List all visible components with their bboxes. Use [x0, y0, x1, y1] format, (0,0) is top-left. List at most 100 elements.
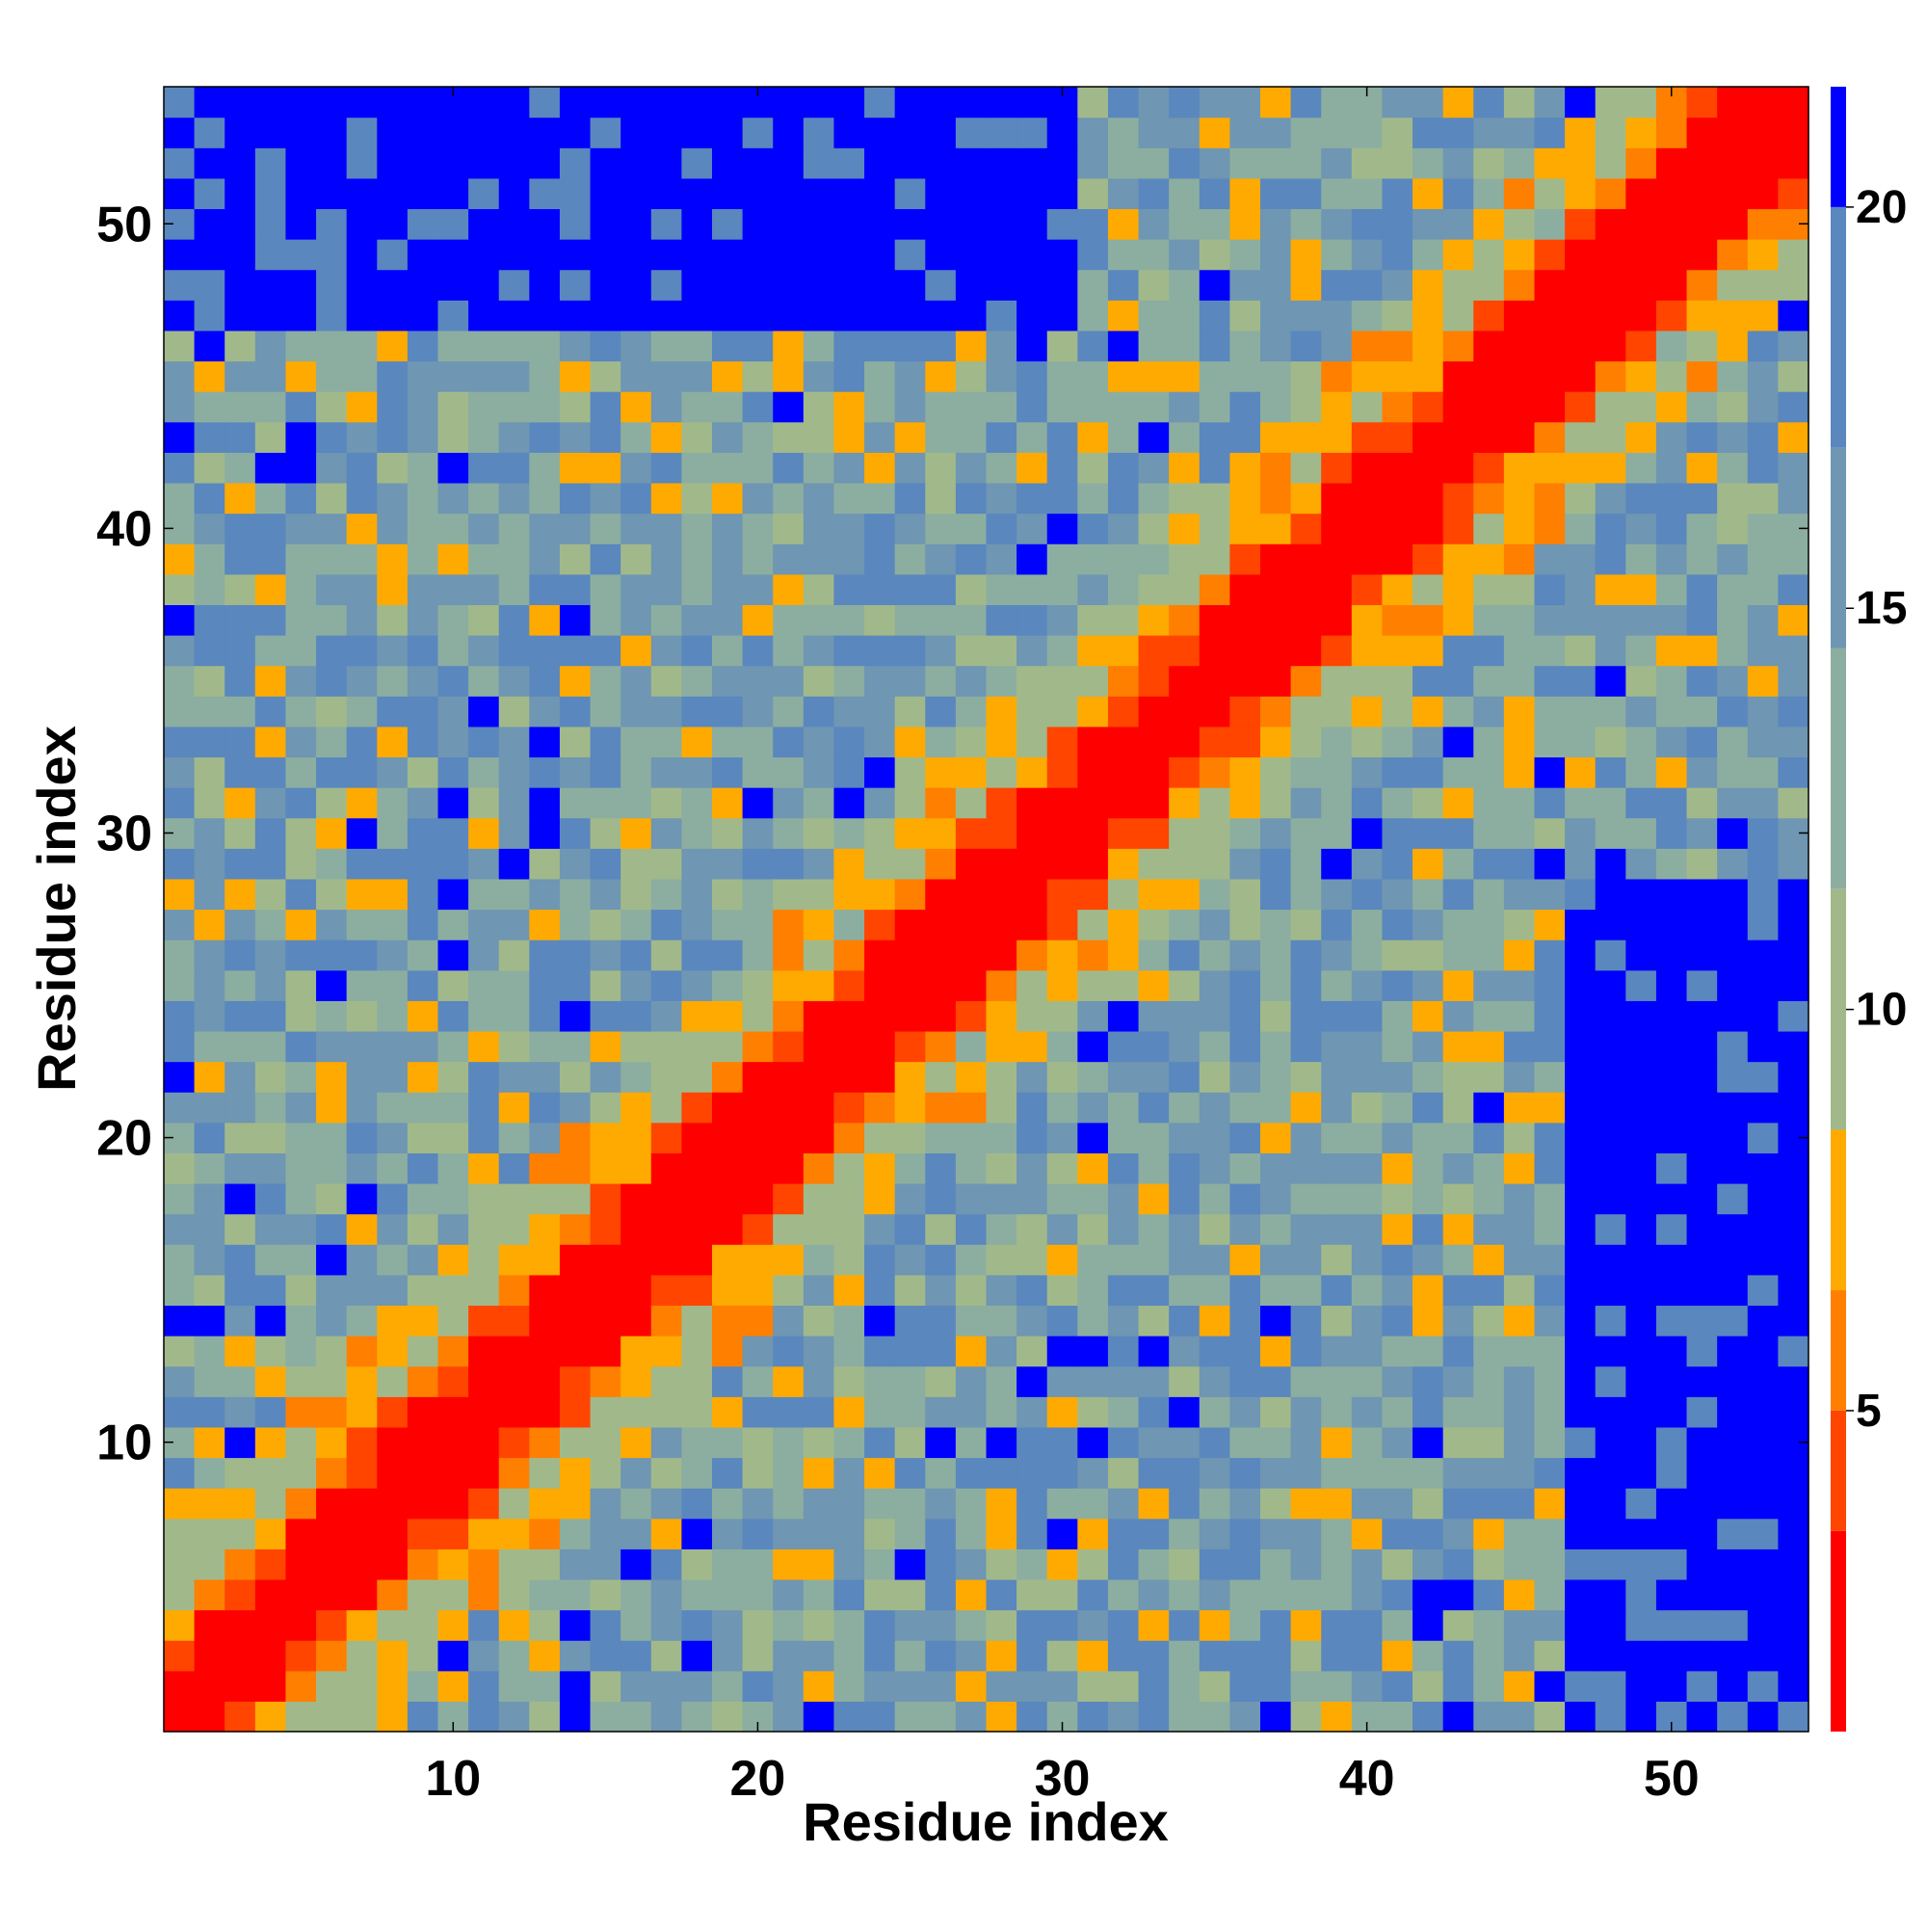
heatmap-cell: [1229, 756, 1261, 788]
heatmap-cell: [1473, 1336, 1505, 1367]
heatmap-cell: [529, 696, 561, 728]
heatmap-cell: [498, 117, 530, 148]
heatmap-cell: [1473, 665, 1505, 697]
heatmap-cell: [1686, 1488, 1718, 1520]
heatmap-cell: [590, 421, 621, 453]
heatmap-cell: [1473, 1305, 1505, 1337]
heatmap-cell: [1351, 1640, 1384, 1672]
heatmap-cell: [1503, 1396, 1536, 1428]
heatmap-cell: [437, 482, 469, 515]
heatmap-cell: [559, 940, 592, 971]
heatmap-cell: [1534, 573, 1566, 605]
heatmap-cell: [1077, 1305, 1109, 1337]
heatmap-cell: [955, 604, 988, 636]
heatmap-cell: [590, 1396, 621, 1428]
heatmap-cell: [254, 817, 287, 849]
heatmap-cell: [1169, 543, 1201, 575]
heatmap-cell: [986, 421, 1017, 453]
heatmap-cell: [1199, 848, 1230, 880]
heatmap-cell: [1321, 635, 1353, 667]
heatmap-cell: [1382, 635, 1413, 667]
heatmap-cell: [1595, 513, 1626, 544]
heatmap-cell: [773, 848, 805, 880]
heatmap-cell: [1717, 726, 1749, 758]
heatmap-cell: [1473, 878, 1505, 911]
heatmap-cell: [1138, 1061, 1170, 1093]
heatmap-cell: [1260, 1670, 1292, 1702]
heatmap-cell: [377, 635, 409, 667]
heatmap-cell: [559, 909, 592, 940]
heatmap-cell: [285, 787, 317, 819]
heatmap-cell: [620, 1336, 652, 1367]
heatmap-cell: [1686, 635, 1718, 667]
heatmap-cell: [620, 391, 652, 423]
heatmap-cell: [650, 1701, 682, 1733]
heatmap-cell: [925, 1244, 957, 1276]
heatmap-cell: [559, 1030, 592, 1063]
heatmap-cell: [1107, 1609, 1140, 1641]
heatmap-cell: [1351, 1000, 1384, 1032]
heatmap-cell: [529, 1122, 561, 1153]
heatmap-cell: [407, 513, 439, 544]
heatmap-cell: [346, 482, 378, 515]
heatmap-cell: [1229, 147, 1261, 179]
heatmap-cell: [925, 1640, 957, 1672]
heatmap-cell: [742, 604, 774, 636]
heatmap-cell: [1473, 360, 1505, 392]
heatmap-cell: [590, 1548, 621, 1580]
heatmap-cell: [894, 421, 926, 453]
heatmap-cell: [1229, 1426, 1261, 1459]
heatmap-cell: [1625, 269, 1657, 301]
heatmap-cell: [407, 1213, 439, 1245]
heatmap-cell: [559, 1609, 592, 1641]
heatmap-cell: [346, 269, 378, 301]
heatmap-cell: [1046, 696, 1078, 728]
heatmap-cell: [620, 1000, 652, 1032]
heatmap-cell: [1655, 1000, 1688, 1032]
heatmap-cell: [620, 1426, 652, 1459]
heatmap-cell: [1565, 300, 1597, 331]
heatmap-cell: [894, 239, 926, 271]
heatmap-cell: [1107, 1701, 1140, 1733]
heatmap-cell: [864, 573, 896, 605]
heatmap-cell: [1107, 1305, 1140, 1337]
heatmap-cell: [1169, 1152, 1201, 1184]
heatmap-cell: [986, 208, 1017, 240]
heatmap-cell: [1077, 1152, 1109, 1184]
heatmap-cell: [498, 604, 530, 636]
heatmap-cell: [1382, 1030, 1413, 1063]
colorbar-tick-label: 20: [1856, 182, 1907, 233]
heatmap-cell: [468, 1578, 500, 1611]
heatmap-cell: [712, 756, 744, 788]
heatmap-cell: [1077, 1640, 1109, 1672]
heatmap-cell: [1107, 1670, 1140, 1702]
heatmap-cell: [1290, 1305, 1322, 1337]
heatmap-cell: [650, 482, 682, 515]
colorbar-tick-label: 10: [1856, 985, 1907, 1036]
heatmap-cell: [377, 177, 409, 210]
heatmap-cell: [254, 1609, 287, 1641]
heatmap-cell: [407, 969, 439, 1001]
heatmap-cell: [590, 208, 621, 240]
heatmap-cell: [224, 1426, 256, 1459]
heatmap-cell: [742, 1365, 774, 1397]
heatmap-cell: [894, 117, 926, 148]
heatmap-cell: [1595, 482, 1626, 515]
heatmap-cell: [833, 969, 865, 1001]
heatmap-cell: [833, 1122, 865, 1153]
heatmap-cell: [1503, 665, 1536, 697]
heatmap-cell: [437, 1122, 469, 1153]
heatmap-cell: [1290, 300, 1322, 331]
heatmap-cell: [1625, 573, 1657, 605]
heatmap-cell: [529, 665, 561, 697]
heatmap-cell: [1534, 1426, 1566, 1459]
heatmap-cell: [955, 1244, 988, 1276]
heatmap-cell: [1655, 1092, 1688, 1124]
heatmap-cell: [285, 1609, 317, 1641]
heatmap-cell: [1595, 1670, 1626, 1702]
heatmap-cell: [955, 330, 988, 362]
heatmap-cell: [1503, 452, 1536, 484]
heatmap-cell: [1290, 604, 1322, 636]
heatmap-cell: [1107, 300, 1140, 331]
heatmap-cell: [590, 1640, 621, 1672]
